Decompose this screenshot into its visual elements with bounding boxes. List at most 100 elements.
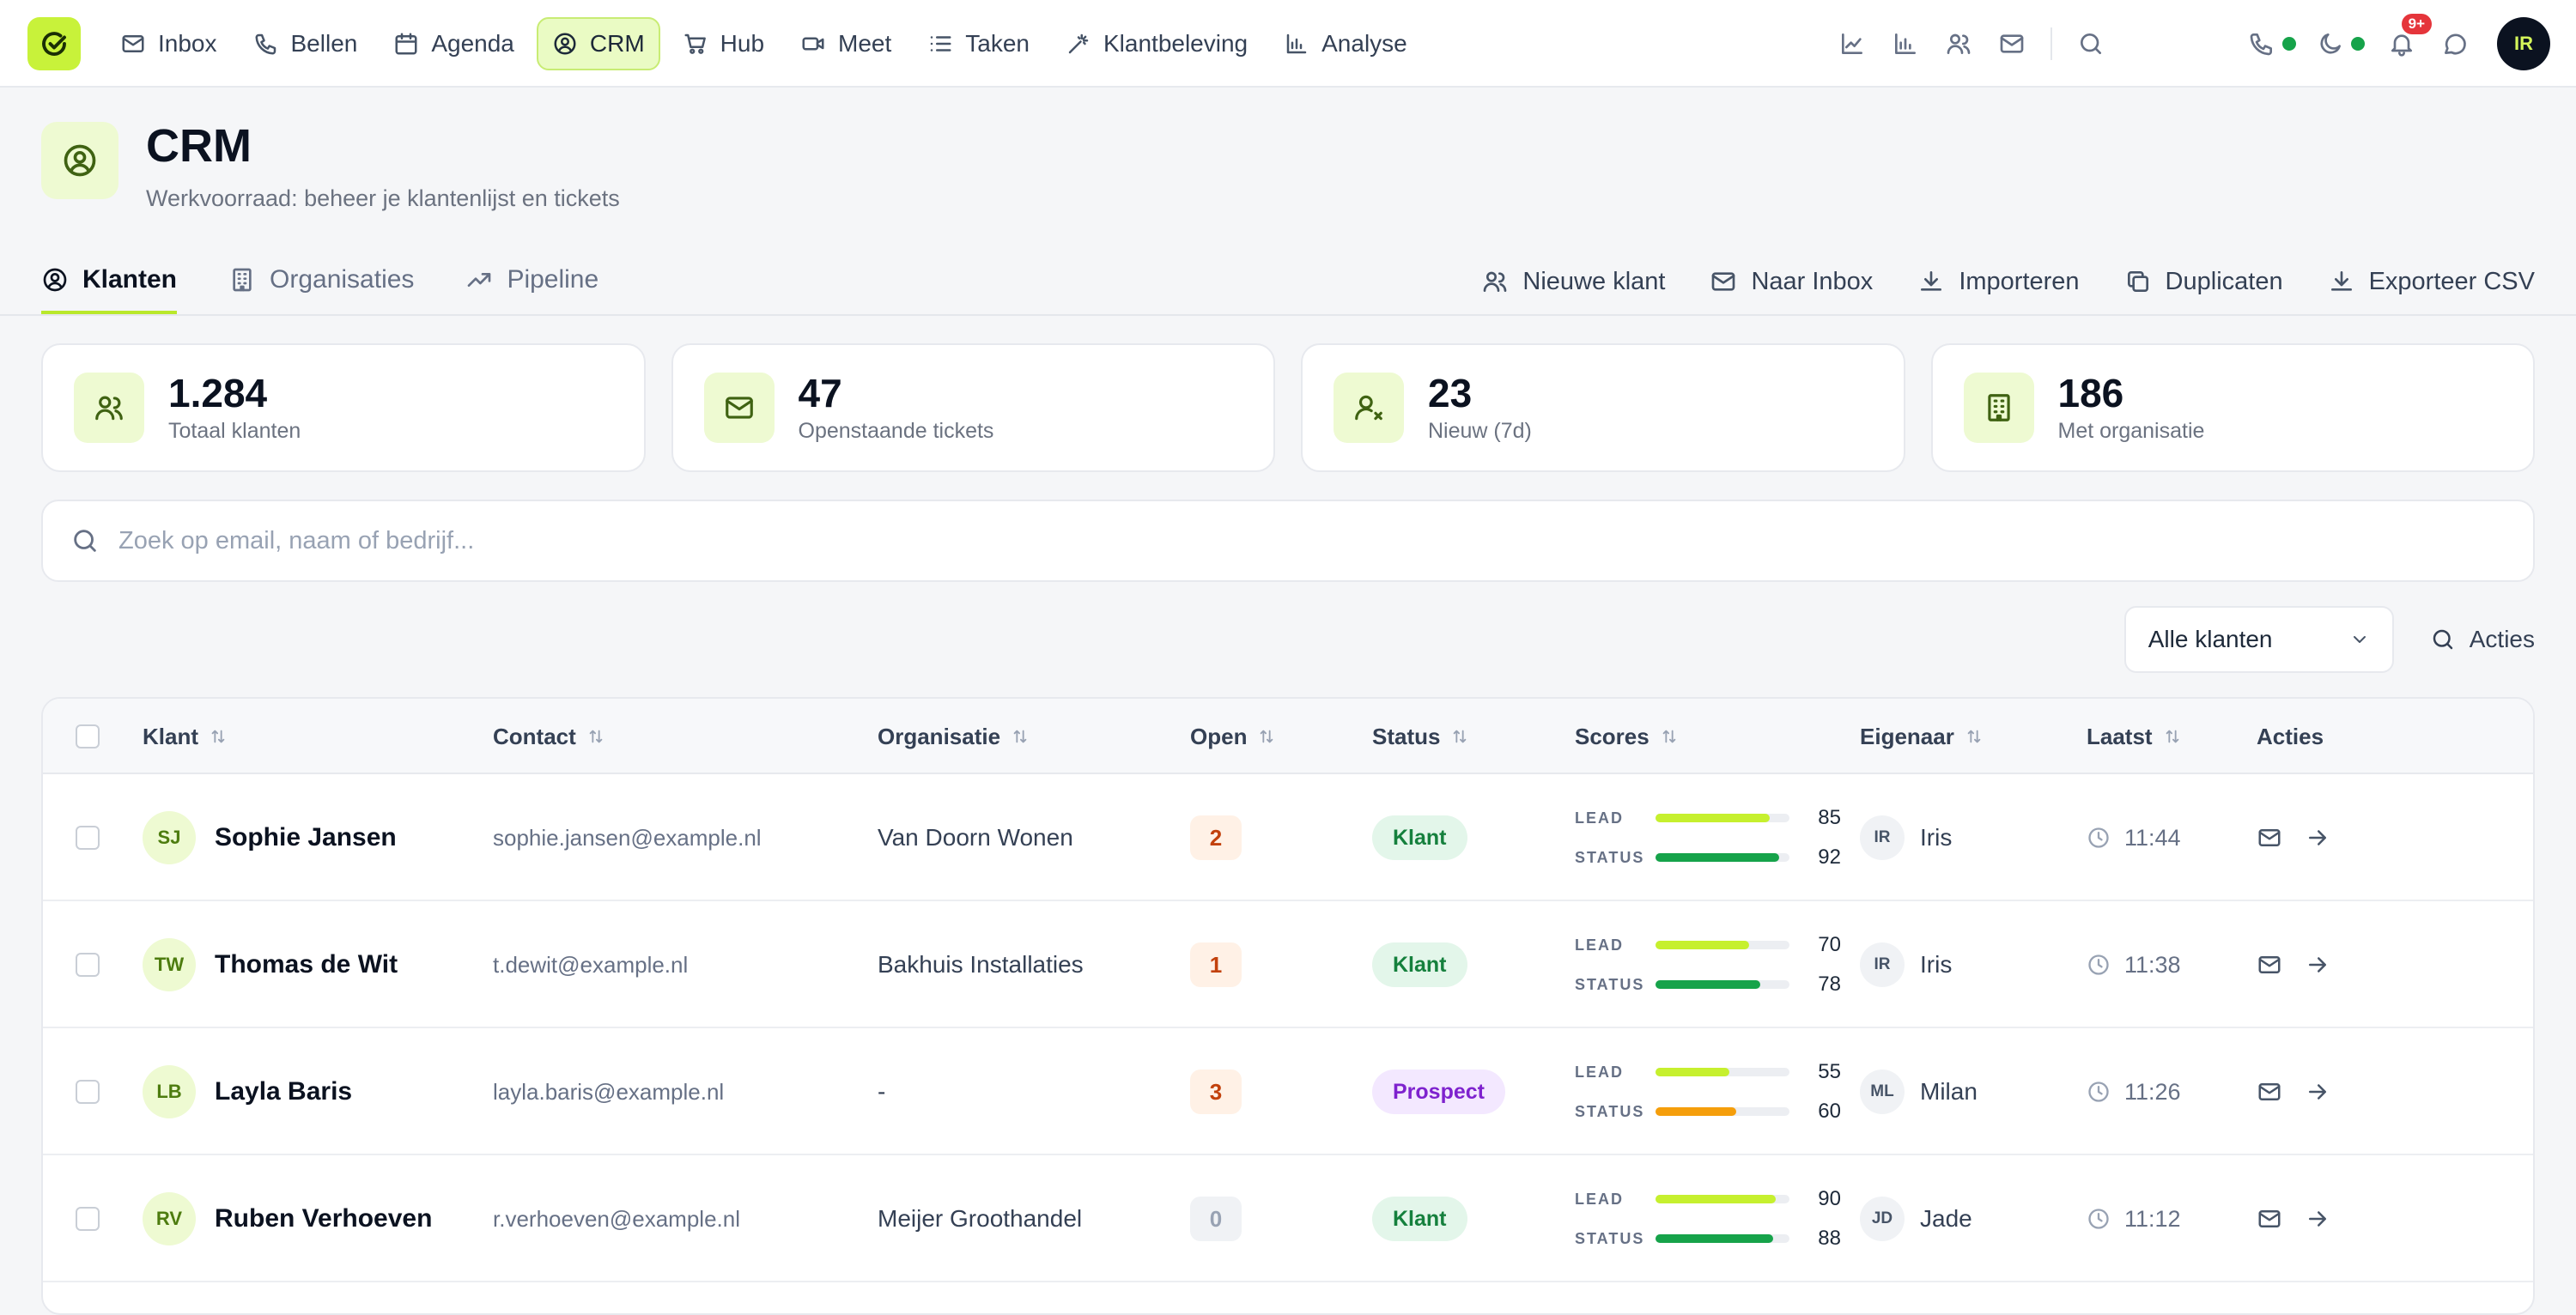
col-header-eigenaar[interactable]: Eigenaar	[1860, 699, 1984, 774]
col-header-scores[interactable]: Scores	[1575, 699, 1679, 774]
duplicates-button[interactable]: Duplicaten	[2124, 249, 2283, 314]
nav-hub[interactable]: Hub	[669, 17, 778, 70]
select-all-checkbox[interactable]	[76, 724, 100, 748]
client-name[interactable]: Layla Baris	[215, 1077, 353, 1106]
app-logo[interactable]	[27, 17, 81, 70]
bar-chart-icon	[1286, 33, 1307, 54]
nav-bellen[interactable]: Bellen	[240, 17, 372, 70]
chat-button[interactable]	[2428, 17, 2482, 70]
new-client-button[interactable]: Nieuwe klant	[1481, 249, 1665, 314]
status-score-fill	[1656, 1234, 1774, 1243]
stat-value: 23	[1428, 370, 1473, 415]
status-score-track	[1656, 980, 1789, 989]
actions-button[interactable]: Acties	[2430, 626, 2535, 653]
stat-value: 47	[798, 370, 842, 415]
tab-pipeline[interactable]: Pipeline	[465, 249, 598, 314]
tab-label: Organisaties	[270, 265, 415, 294]
score-label: LEAD	[1575, 936, 1624, 954]
mail-shortcut[interactable]	[1985, 17, 2038, 70]
mail-icon[interactable]	[2257, 952, 2282, 978]
global-search-button[interactable]	[2064, 17, 2117, 70]
client-email[interactable]: layla.baris@example.nl	[493, 1078, 725, 1105]
nav-klantbeleving[interactable]: Klantbeleving	[1052, 17, 1261, 70]
wand-icon	[1068, 33, 1089, 54]
lead-score-fill	[1656, 1195, 1777, 1203]
nav-label: Analyse	[1321, 30, 1407, 57]
mail-icon[interactable]	[2257, 1206, 2282, 1232]
client-email[interactable]: t.dewit@example.nl	[493, 951, 689, 978]
client-name[interactable]: Sophie Jansen	[215, 823, 397, 851]
row-actions	[2257, 825, 2330, 851]
nav-agenda[interactable]: Agenda	[380, 17, 528, 70]
col-header-klant[interactable]: Klant	[143, 699, 228, 774]
client-filter-select[interactable]: Alle klanten	[2123, 606, 2394, 673]
col-header-organisatie[interactable]: Organisatie	[878, 699, 1030, 774]
col-header-laatst[interactable]: Laatst	[2087, 699, 2182, 774]
nav-crm[interactable]: CRM	[536, 17, 660, 70]
score-label: STATUS	[1575, 975, 1645, 993]
row-checkbox[interactable]	[76, 953, 100, 977]
tab-organisaties[interactable]: Organisaties	[228, 249, 414, 314]
stat-card-organisations: 186 Met organisatie	[1930, 343, 2535, 472]
team-shortcut[interactable]	[1932, 17, 1985, 70]
export-csv-button[interactable]: Exporteer CSV	[2328, 249, 2535, 314]
client-email[interactable]: r.verhoeven@example.nl	[493, 1205, 740, 1232]
theme-toggle[interactable]	[2306, 30, 2375, 58]
client-name[interactable]: Ruben Verhoeven	[215, 1204, 433, 1233]
owner-avatar: IR	[1860, 942, 1905, 987]
col-header-status[interactable]: Status	[1372, 699, 1469, 774]
arrow-right-icon[interactable]	[2305, 952, 2330, 978]
arrow-right-icon[interactable]	[2305, 1206, 2330, 1232]
row-checkbox[interactable]	[76, 826, 100, 850]
trend-shortcut[interactable]	[1826, 17, 1879, 70]
client-name[interactable]: Thomas de Wit	[215, 950, 398, 979]
table-row[interactable]: TW Thomas de Wit t.dewit@example.nl Bakh…	[43, 901, 2533, 1028]
trending-up-icon	[468, 273, 491, 287]
status-score-fill	[1656, 980, 1760, 989]
col-header-contact[interactable]: Contact	[493, 699, 605, 774]
nav-label: CRM	[589, 30, 645, 57]
stats-shortcut[interactable]	[1879, 17, 1932, 70]
mail-icon[interactable]	[2257, 825, 2282, 851]
table-body: SJ Sophie Jansen sophie.jansen@example.n…	[43, 774, 2533, 1282]
actions-label: Acties	[2469, 626, 2535, 652]
owner-name: Iris	[1920, 951, 1953, 978]
row-checkbox[interactable]	[76, 1080, 100, 1104]
lead-score-track	[1656, 1195, 1789, 1203]
nav-taken[interactable]: Taken	[914, 17, 1043, 70]
arrow-right-icon[interactable]	[2305, 825, 2330, 851]
stat-label: Met organisatie	[2057, 418, 2205, 443]
mail-icon[interactable]	[2257, 1079, 2282, 1105]
user-avatar[interactable]: IR	[2497, 17, 2550, 70]
moon-icon	[2320, 33, 2341, 54]
nav-meet[interactable]: Meet	[787, 17, 905, 70]
owner-name: Jade	[1920, 1205, 1972, 1232]
stat-label: Openstaande tickets	[798, 418, 994, 443]
tab-klanten[interactable]: Klanten	[41, 249, 178, 314]
score-label: STATUS	[1575, 1229, 1645, 1247]
table-row[interactable]: LB Layla Baris layla.baris@example.nl - …	[43, 1028, 2533, 1155]
row-checkbox[interactable]	[76, 1207, 100, 1231]
import-button[interactable]: Importeren	[1917, 249, 2080, 314]
table-row[interactable]: SJ Sophie Jansen sophie.jansen@example.n…	[43, 774, 2533, 901]
score-label: STATUS	[1575, 848, 1645, 866]
client-email[interactable]: sophie.jansen@example.nl	[493, 824, 762, 851]
nav-inbox[interactable]: Inbox	[106, 17, 231, 70]
table-row[interactable]: RV Ruben Verhoeven r.verhoeven@example.n…	[43, 1155, 2533, 1282]
col-header-open[interactable]: Open	[1190, 699, 1276, 774]
phone-status[interactable]	[2238, 30, 2306, 58]
search-bar	[41, 500, 2535, 582]
arrow-right-icon[interactable]	[2305, 1079, 2330, 1105]
lead-score-fill	[1656, 1068, 1729, 1076]
notifications-button[interactable]: 9+	[2375, 14, 2432, 70]
users-icon	[1947, 33, 1971, 54]
top-right-tools: 9+ IR	[1826, 14, 2550, 70]
action-label: Naar Inbox	[1751, 267, 1874, 295]
divider	[2050, 27, 2052, 60]
to-inbox-button[interactable]: Naar Inbox	[1710, 249, 1873, 314]
nav-analyse[interactable]: Analyse	[1270, 17, 1421, 70]
tab-label: Klanten	[82, 265, 178, 294]
client-avatar: RV	[143, 1192, 196, 1245]
search-input[interactable]	[118, 526, 2437, 555]
open-tickets-badge: 3	[1190, 1070, 1242, 1114]
